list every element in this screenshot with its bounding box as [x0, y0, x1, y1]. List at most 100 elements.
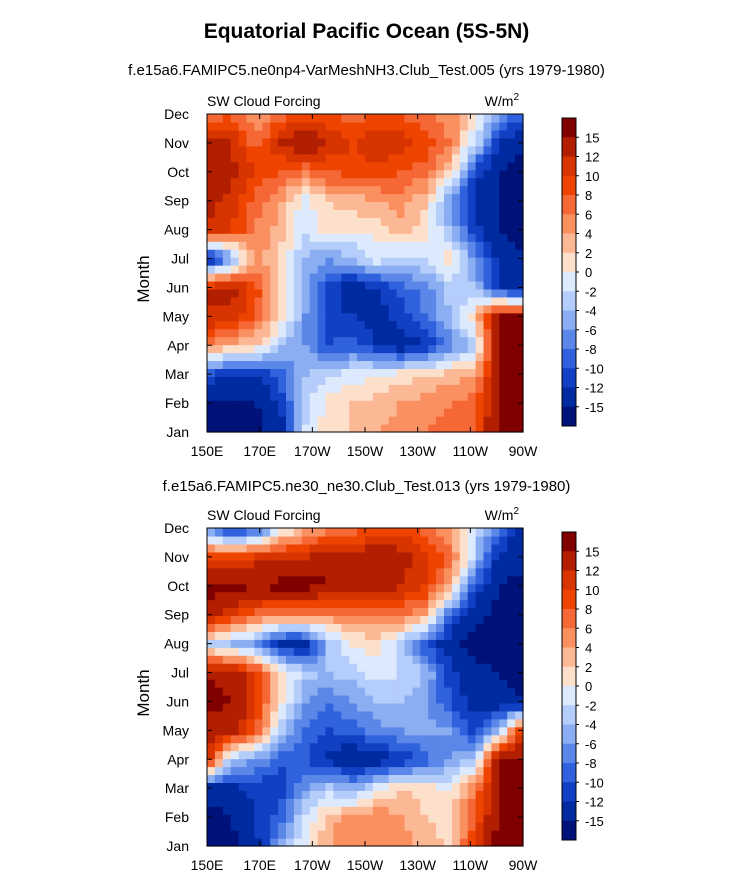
heatmap-cell	[380, 280, 390, 290]
heatmap-cell	[507, 249, 516, 258]
heatmap-cell	[467, 567, 477, 577]
heatmap-cell	[412, 185, 421, 195]
heatmap-cell	[341, 575, 350, 585]
heatmap-cell	[238, 567, 248, 577]
heatmap-cell	[317, 559, 327, 569]
heatmap-cell	[507, 623, 516, 632]
heatmap-cell	[309, 726, 319, 736]
heatmap-cell	[365, 225, 374, 234]
colorbar-label: 2	[585, 660, 592, 675]
heatmap-cell	[357, 559, 366, 569]
y-tick-label: Dec	[164, 106, 189, 122]
heatmap-cell	[467, 153, 477, 163]
heatmap-cell	[270, 352, 279, 362]
heatmap-cell	[372, 145, 382, 155]
heatmap-cell	[230, 567, 240, 577]
colorbar-swatch	[562, 705, 576, 725]
heatmap-cell	[451, 114, 461, 123]
heatmap-cell	[444, 838, 453, 847]
heatmap-cell	[388, 639, 398, 648]
heatmap-cell	[333, 774, 342, 783]
heatmap-cell	[467, 599, 477, 609]
heatmap-cell	[444, 734, 453, 744]
heatmap-cell	[467, 257, 477, 266]
heatmap-cell	[270, 814, 279, 823]
heatmap-cell	[404, 551, 413, 561]
heatmap-cell	[207, 400, 216, 409]
heatmap-cell	[341, 352, 350, 362]
heatmap-cell	[349, 312, 358, 322]
heatmap-cell	[301, 288, 311, 298]
heatmap-cell	[286, 535, 295, 545]
heatmap-cell	[357, 400, 366, 409]
heatmap-cell	[238, 336, 248, 346]
heatmap-cell	[507, 169, 516, 179]
heatmap-cell	[309, 416, 319, 425]
heatmap-cell	[515, 114, 524, 123]
heatmap-cell	[222, 233, 232, 242]
heatmap-cell	[254, 304, 263, 314]
heatmap-cell	[404, 384, 413, 393]
heatmap-cell	[222, 336, 232, 346]
heatmap-cell	[286, 734, 295, 744]
heatmap-cell	[254, 798, 263, 807]
heatmap-cell	[380, 320, 390, 330]
heatmap-cell	[246, 750, 255, 760]
heatmap-cell	[404, 766, 413, 776]
heatmap-cell	[483, 766, 492, 776]
heatmap-cell	[238, 185, 248, 195]
heatmap-cell	[483, 296, 492, 306]
heatmap-cell	[214, 671, 224, 680]
heatmap-cell	[507, 217, 516, 226]
heatmap-cell	[286, 177, 295, 187]
heatmap-cell	[372, 758, 382, 768]
heatmap-cell	[420, 742, 429, 752]
heatmap-cell	[333, 201, 342, 210]
heatmap-cell	[365, 798, 374, 807]
heatmap-cell	[349, 567, 358, 577]
heatmap-cell	[365, 838, 374, 847]
heatmap-cell	[372, 647, 382, 656]
heatmap-cell	[428, 647, 437, 656]
heatmap-cell	[222, 798, 232, 807]
units-base: W/m	[485, 507, 514, 523]
heatmap-cell	[499, 129, 508, 139]
heatmap-cell	[515, 655, 524, 664]
heatmap-cell	[507, 400, 516, 409]
heatmap-cell	[491, 257, 500, 266]
heatmap-cell	[365, 352, 374, 362]
heatmap-cell	[444, 774, 453, 783]
heatmap-cell	[515, 249, 524, 258]
heatmap-cell	[254, 312, 263, 322]
heatmap-cell	[207, 583, 216, 593]
heatmap-cell	[475, 344, 485, 354]
heatmap-cell	[365, 241, 374, 250]
heatmap-cell	[436, 137, 445, 147]
heatmap-cell	[451, 273, 461, 282]
heatmap-cell	[349, 376, 358, 385]
heatmap-cell	[507, 360, 516, 369]
heatmap-cell	[515, 750, 524, 760]
heatmap-cell	[278, 758, 287, 768]
heatmap-cell	[459, 639, 469, 648]
heatmap-cell	[293, 185, 303, 195]
heatmap-cell	[380, 344, 390, 354]
heatmap-cell	[333, 408, 342, 417]
heatmap-cell	[270, 543, 279, 553]
heatmap-cell	[459, 671, 469, 680]
heatmap-cell	[499, 766, 508, 776]
heatmap-cell	[207, 702, 216, 712]
heatmap-cell	[451, 639, 461, 648]
heatmap-cell	[214, 623, 224, 632]
heatmap-cell	[380, 687, 390, 696]
heatmap-cell	[428, 806, 437, 815]
heatmap-cell	[475, 320, 485, 330]
heatmap-cell	[412, 304, 421, 314]
heatmap-cell	[309, 169, 319, 179]
heatmap-cell	[459, 607, 469, 617]
heatmap-cell	[459, 615, 469, 624]
heatmap-cell	[341, 838, 350, 847]
heatmap-cell	[404, 687, 413, 696]
heatmap-cell	[467, 679, 477, 688]
heatmap-cell	[238, 591, 248, 601]
